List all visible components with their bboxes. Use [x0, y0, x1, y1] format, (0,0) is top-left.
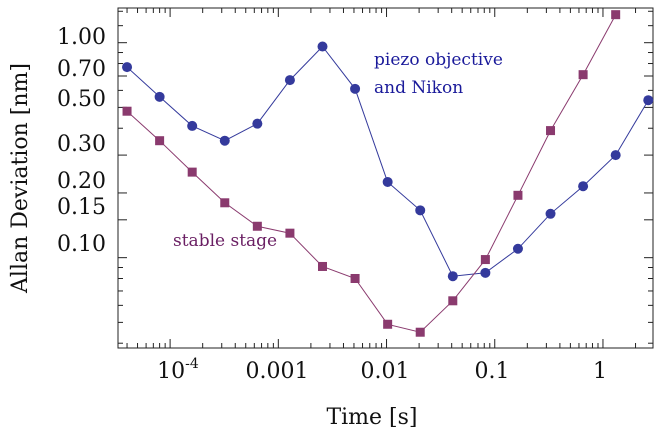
y-axis-title: Allan Deviation [nm]	[8, 63, 33, 294]
data-point-square	[155, 136, 165, 146]
data-point-circle	[252, 118, 263, 129]
data-point-square	[546, 126, 556, 136]
y-tick-label-0.30: 0.30	[57, 132, 106, 157]
data-point-circle	[578, 181, 589, 192]
axis-ticks	[118, 8, 653, 348]
data-point-circle	[350, 83, 361, 94]
data-point-square	[350, 273, 360, 283]
data-point-circle	[219, 135, 230, 146]
x-tick-label-0.001: 0.001	[246, 359, 309, 384]
data-point-square	[448, 296, 458, 306]
data-point-square	[611, 10, 621, 20]
plot-frame	[117, 7, 654, 349]
data-point-circle	[545, 208, 556, 219]
data-point-circle	[643, 95, 654, 106]
data-point-square	[513, 190, 523, 200]
x-axis-title: Time [s]	[326, 405, 417, 430]
series-line-1	[126, 14, 617, 333]
data-point-square	[122, 106, 132, 116]
data-point-square	[220, 198, 230, 208]
series-1	[122, 10, 621, 337]
data-point-circle	[480, 267, 491, 278]
y-tick-label-0.20: 0.20	[57, 169, 106, 194]
data-point-square	[187, 167, 197, 177]
data-point-square	[480, 255, 490, 265]
data-point-circle	[512, 243, 523, 254]
data-point-circle	[187, 120, 198, 131]
y-tick-label-0.50: 0.50	[57, 87, 106, 112]
data-point-square	[578, 70, 588, 80]
data-point-circle	[447, 271, 458, 282]
data-point-square	[383, 319, 393, 329]
data-point-circle	[382, 176, 393, 187]
x-tick-label-0.1: 0.1	[475, 359, 510, 384]
data-point-circle	[122, 62, 133, 73]
data-series	[122, 10, 654, 337]
annotation-stable-stage: stable stage	[173, 231, 277, 251]
data-point-circle	[284, 75, 295, 86]
data-point-circle	[154, 91, 165, 102]
data-point-square	[415, 327, 425, 337]
data-point-circle	[415, 205, 426, 216]
x-tick-label-1: 1	[593, 359, 607, 384]
data-point-square	[285, 228, 295, 238]
data-point-square	[317, 261, 327, 271]
annotation-piezo-objective: piezo objective	[374, 50, 503, 70]
x-tick-label-1e-4: 10-4	[157, 356, 199, 384]
y-tick-label-1.00: 1.00	[57, 25, 106, 50]
data-point-square	[252, 221, 262, 231]
y-tick-label-0.15: 0.15	[57, 195, 106, 220]
x-tick-labels: 10-4 0.001 0.01 0.1 1	[157, 356, 607, 384]
data-point-circle	[610, 150, 621, 161]
y-tick-labels: 1.00 0.70 0.50 0.30 0.20 0.15 0.10	[57, 25, 106, 257]
y-tick-label-0.70: 0.70	[57, 57, 106, 82]
series-0	[122, 41, 654, 282]
y-tick-label-0.10: 0.10	[57, 232, 106, 257]
x-tick-label-0.01: 0.01	[361, 359, 410, 384]
annotation-and-nikon: and Nikon	[374, 78, 463, 98]
data-point-circle	[317, 41, 328, 52]
